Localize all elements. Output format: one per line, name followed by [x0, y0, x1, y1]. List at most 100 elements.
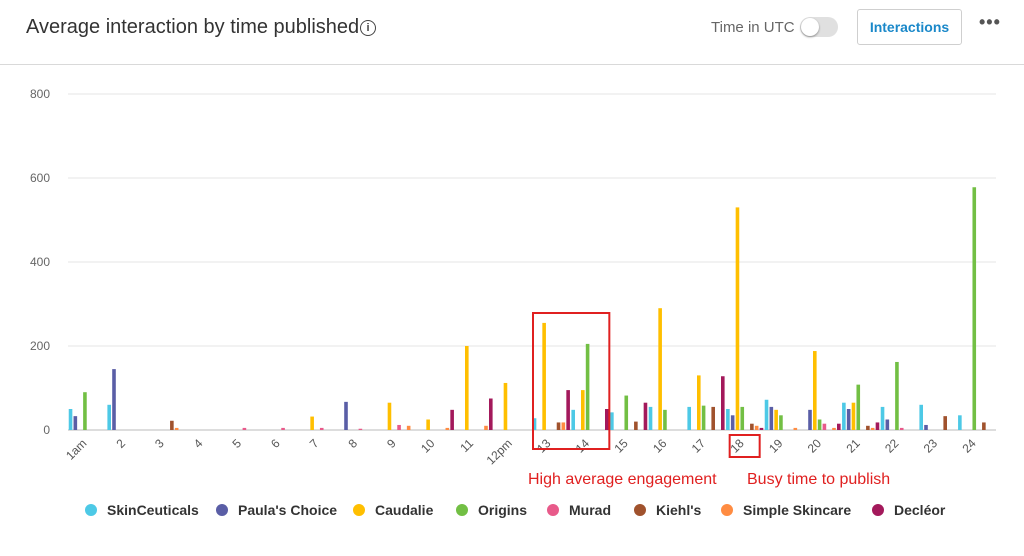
legend-swatch: [456, 504, 468, 516]
legend-item[interactable]: Paula's Choice: [216, 498, 337, 522]
legend-item[interactable]: Origins: [456, 498, 527, 522]
bar-skinceuticals: [764, 399, 769, 430]
bar-simple-skincare: [561, 422, 566, 430]
page-title: Average interaction by time published: [26, 16, 360, 38]
bar-kiehl-s: [750, 423, 754, 430]
bar-origins: [701, 405, 706, 430]
bar-murad: [822, 423, 827, 430]
bar-paula-s-choice: [112, 369, 116, 430]
legend-label: Origins: [478, 502, 528, 518]
legend-swatch: [721, 504, 733, 516]
legend-item[interactable]: Murad: [547, 498, 611, 522]
x-tick-label: 14: [573, 436, 593, 456]
annotation-box-high-engagement: [532, 312, 611, 450]
y-tick-label: 0: [43, 423, 50, 437]
legend-swatch: [216, 504, 228, 516]
bar-decl-or: [566, 390, 570, 430]
x-tick-label: 16: [650, 436, 670, 456]
legend-swatch: [634, 504, 646, 516]
legend-label: Decléor: [894, 502, 946, 518]
bar-caudalie: [658, 308, 662, 430]
x-tick-label: 10: [418, 436, 438, 456]
bar-skinceuticals: [958, 415, 962, 430]
bar-origins: [585, 343, 590, 430]
legend-label: Simple Skincare: [743, 502, 852, 518]
bar-kiehl-s: [170, 420, 174, 430]
bar-caudalie: [774, 409, 778, 430]
bar-skinceuticals: [68, 409, 73, 430]
bar-murad: [319, 427, 324, 430]
x-tick-label: 23: [921, 436, 941, 456]
y-tick-label: 600: [30, 171, 50, 185]
bar-skinceuticals: [842, 402, 846, 430]
bar-origins: [663, 409, 667, 430]
x-tick-label: 12pm: [484, 436, 515, 467]
bar-origins: [83, 392, 87, 430]
bar-caudalie: [735, 207, 740, 430]
legend-label: SkinCeuticals: [107, 502, 199, 518]
bar-paula-s-choice: [73, 416, 78, 430]
utc-toggle[interactable]: [800, 17, 838, 37]
bar-origins: [779, 415, 783, 430]
x-tick-label: 19: [766, 436, 786, 456]
bar-origins: [740, 406, 745, 430]
legend-swatch: [353, 504, 365, 516]
bar-skinceuticals: [880, 406, 885, 430]
x-tick-label: 6: [268, 436, 283, 451]
bar-decl-or: [837, 423, 841, 430]
bar-skinceuticals: [571, 409, 575, 430]
utc-toggle-knob: [801, 18, 819, 36]
bar-decl-or: [489, 398, 493, 430]
interactions-button[interactable]: Interactions: [857, 9, 962, 45]
legend-item[interactable]: SkinCeuticals: [85, 498, 199, 522]
utc-toggle-label: Time in UTC: [711, 19, 795, 36]
bar-murad: [397, 424, 401, 430]
legend-item[interactable]: Kiehl's: [634, 498, 701, 522]
bar-caudalie: [503, 382, 508, 430]
info-icon[interactable]: i: [360, 20, 376, 36]
legend-item[interactable]: Caudalie: [353, 498, 433, 522]
bar-paula-s-choice: [924, 424, 928, 430]
y-tick-label: 400: [30, 255, 50, 269]
bar-kiehl-s: [556, 422, 561, 430]
bar-skinceuticals: [687, 406, 691, 430]
bar-caudalie: [310, 416, 314, 430]
annotation-high-engagement: High average engagement: [528, 471, 717, 488]
x-tick-label: 7: [307, 436, 322, 451]
legend-label: Murad: [569, 502, 611, 518]
legend-item[interactable]: Simple Skincare: [721, 498, 851, 522]
bar-skinceuticals: [919, 404, 923, 430]
x-tick-label: 17: [689, 436, 709, 456]
bar-origins: [972, 187, 977, 430]
bar-origins: [624, 395, 629, 430]
bar-skinceuticals: [726, 409, 730, 430]
bar-simple-skincare: [754, 425, 759, 430]
x-tick-label: 2: [113, 436, 128, 451]
bar-simple-skincare: [174, 427, 179, 430]
x-tick-label: 20: [805, 436, 825, 456]
bar-skinceuticals: [648, 406, 653, 430]
bar-murad: [242, 427, 247, 430]
bar-kiehl-s: [982, 422, 986, 430]
legend-item[interactable]: Decléor: [872, 498, 945, 522]
bar-paula-s-choice: [885, 419, 890, 430]
x-tick-label: 9: [384, 436, 399, 451]
bar-caudalie: [581, 390, 585, 430]
chart-legend: SkinCeuticals Paula's Choice Caudalie Origi…: [0, 498, 1024, 522]
bar-murad: [358, 428, 363, 430]
x-tick-label: 22: [882, 436, 902, 456]
legend-swatch: [85, 504, 97, 516]
legend-swatch: [872, 504, 884, 516]
bar-paula-s-choice: [344, 401, 348, 430]
x-tick-label: 1am: [63, 436, 89, 462]
bar-caudalie: [426, 419, 430, 430]
y-tick-label: 200: [30, 339, 50, 353]
bar-skinceuticals: [610, 412, 614, 430]
bar-decl-or: [450, 409, 454, 430]
x-tick-label: 24: [959, 436, 979, 456]
bar-paula-s-choice: [730, 415, 735, 430]
bar-simple-skincare: [445, 427, 450, 430]
more-horizontal-icon[interactable]: •••: [979, 12, 1001, 32]
bar-caudalie: [813, 351, 817, 430]
